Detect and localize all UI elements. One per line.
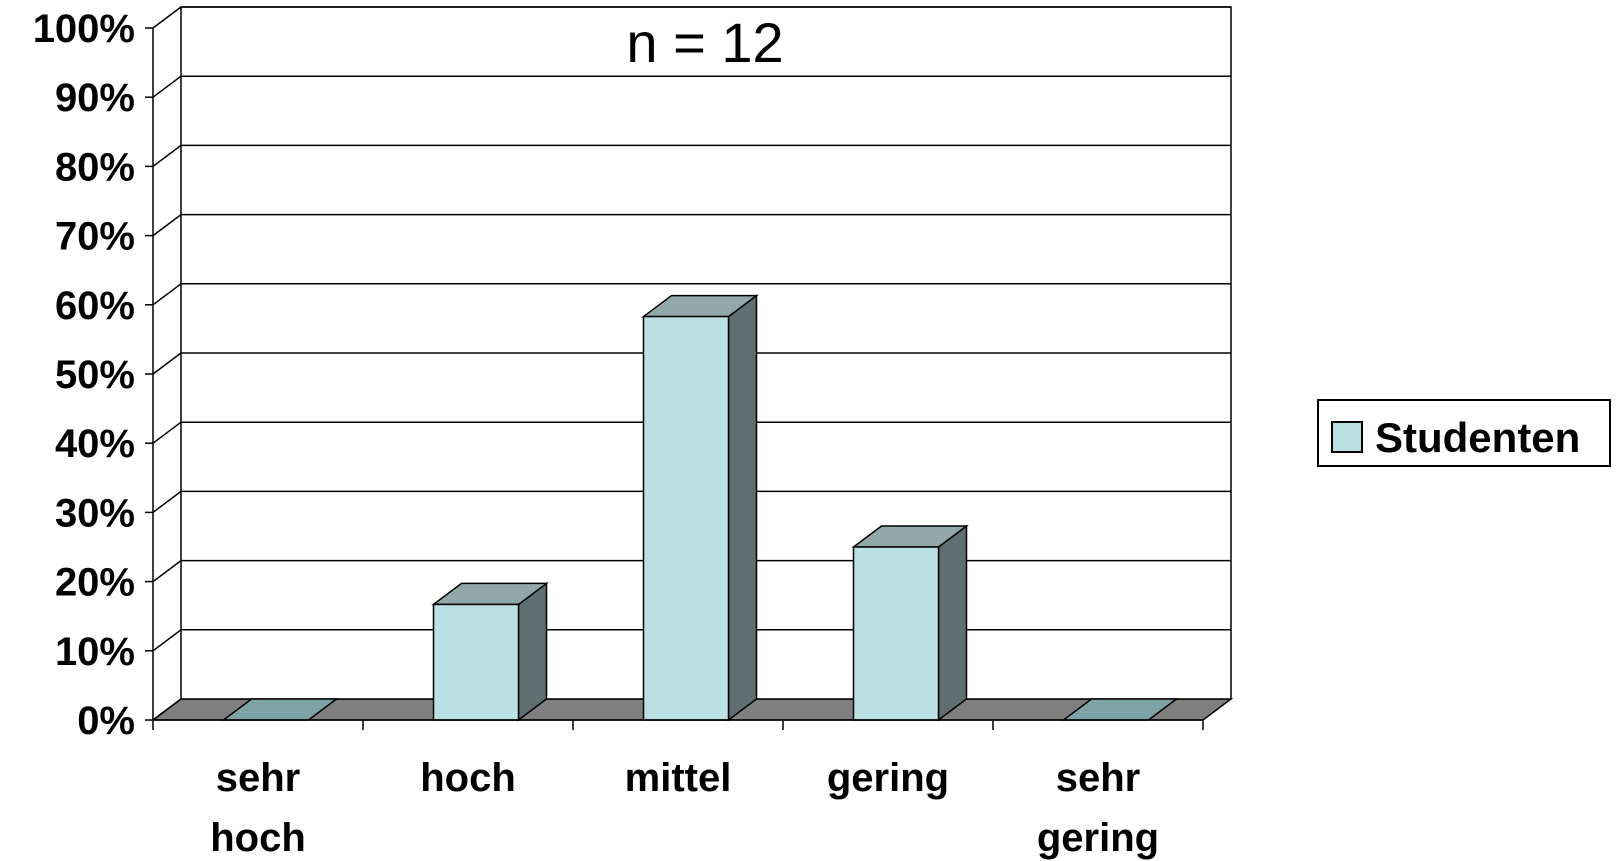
y-tick-label: 60% [55,284,135,328]
bar-front-face [432,603,520,721]
bar-side-face [517,581,548,722]
legend-label: Studenten [1375,414,1580,461]
side-wall-gridline [152,421,182,444]
y-tick-label: 0% [77,699,135,743]
bars [221,294,1179,722]
side-wall-gridline [152,352,182,375]
y-tick-label: 50% [55,353,135,397]
y-tick-label: 10% [55,630,135,674]
bar [431,581,549,722]
legend: Studenten [1317,399,1611,467]
side-wall-gridline [152,698,182,721]
category-axis: sehr hoch hoch mittel gering sehr gering [152,719,1204,860]
x-tick-label: gering [1037,816,1159,860]
side-wall-gridline [152,629,182,652]
x-tick-label: hoch [210,816,306,860]
bar-side-face [727,294,758,722]
bar [641,294,759,722]
side-wall-gridline [152,490,182,514]
x-tick-label: gering [827,756,949,800]
side-wall-gridline [152,214,182,237]
bar-front-face [852,546,940,721]
x-tick-label: mittel [625,756,732,800]
y-tick-label: 40% [55,422,135,466]
bar [851,524,969,722]
side-wall-gridline [152,6,182,29]
y-tick-label: 90% [55,76,135,120]
legend-swatch [1331,421,1363,453]
y-tick-label: 20% [55,561,135,605]
side-wall-gridline [152,75,182,98]
legend-box [1317,399,1611,467]
y-tick-label: 80% [55,145,135,189]
side-wall-gridline [152,559,182,583]
value-axis: 0% 10% 20% 30% 40% 50% 60% 70% 80% 90% 100% [33,7,154,743]
side-wall-gridline [152,283,182,306]
x-tick-label: sehr [216,756,301,800]
side-wall-gridline [152,144,182,167]
x-tick-label: sehr [1056,756,1141,800]
sample-size-annotation: n = 12 [626,11,783,74]
x-tick-label: hoch [420,756,516,800]
y-tick-label: 100% [33,7,135,51]
y-tick-label: 70% [55,215,135,259]
bar-front-face [642,315,730,721]
y-tick-label: 30% [55,491,135,535]
bar-side-face [937,524,968,722]
